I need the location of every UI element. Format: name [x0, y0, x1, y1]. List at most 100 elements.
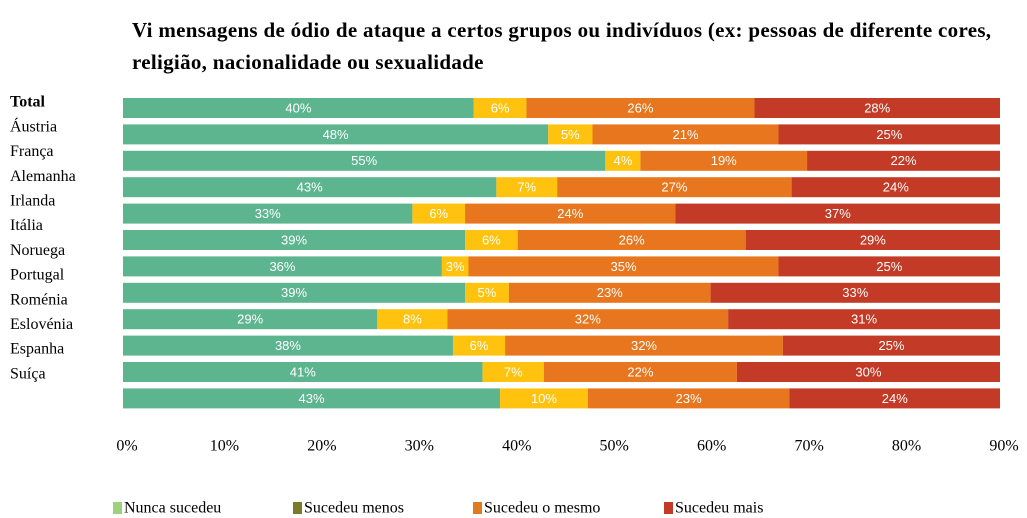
- x-tick-label: 80%: [892, 438, 921, 455]
- value-label: 22%: [627, 364, 653, 379]
- legend-swatch: [473, 502, 482, 514]
- value-label: 7%: [517, 180, 536, 195]
- chart-title: Vi mensagens de ódio de ataque a certos …: [132, 18, 992, 74]
- category-label: Portugal: [10, 267, 65, 284]
- x-tick-label: 90%: [989, 438, 1018, 455]
- value-label: 5%: [561, 127, 580, 142]
- category-label: Áustria: [10, 116, 57, 135]
- value-label: 28%: [864, 100, 890, 115]
- bar-segment: [465, 282, 509, 303]
- value-label: 38%: [275, 338, 301, 353]
- category-label: Eslovénia: [10, 316, 73, 333]
- value-label: 22%: [891, 153, 917, 168]
- bar-segment: [675, 203, 1000, 224]
- value-label: 36%: [269, 259, 295, 274]
- value-label: 10%: [531, 391, 557, 406]
- category-label: Alemanha: [10, 168, 76, 185]
- value-label: 6%: [482, 232, 501, 247]
- bar-segment: [123, 335, 453, 356]
- bar-segment: [452, 335, 506, 356]
- bar-segment: [123, 256, 442, 277]
- x-tick-label: 10%: [210, 438, 239, 455]
- value-label: 29%: [860, 232, 886, 247]
- category-label: Noruega: [10, 242, 65, 259]
- value-label: 33%: [842, 285, 868, 300]
- bar-segment: [123, 124, 549, 145]
- bar-segment: [508, 282, 711, 303]
- value-label: 26%: [627, 100, 653, 115]
- value-label: 25%: [876, 127, 902, 142]
- value-label: 6%: [429, 206, 448, 221]
- bar-segment: [778, 124, 1000, 145]
- bar-segment: [123, 230, 466, 250]
- value-label: 24%: [882, 391, 908, 406]
- category-label: França: [10, 143, 54, 160]
- value-label: 4%: [613, 153, 632, 168]
- bar-segment: [123, 282, 466, 303]
- bar-segment: [123, 309, 378, 330]
- legend-label: Nunca sucedeu: [124, 500, 221, 517]
- bar-segment: [123, 98, 474, 118]
- bar-segment: [557, 177, 792, 198]
- value-label: 24%: [883, 180, 909, 195]
- legend-swatch: [293, 502, 302, 514]
- x-tick-label: 60%: [697, 438, 726, 455]
- legend-label: Sucedeu menos: [304, 500, 404, 517]
- value-label: 37%: [825, 206, 851, 221]
- bar-segment: [517, 230, 746, 250]
- bar-segment: [447, 309, 729, 330]
- value-label: 27%: [661, 180, 687, 195]
- bar-segment: [807, 150, 1000, 171]
- value-label: 48%: [323, 127, 349, 142]
- bar-segment: [482, 362, 544, 382]
- value-label: 7%: [504, 364, 523, 379]
- value-label: 55%: [351, 153, 377, 168]
- x-tick-label: 40%: [502, 438, 531, 455]
- bar-segment: [782, 335, 1000, 356]
- bar-segment: [548, 124, 593, 145]
- bar-segment: [778, 256, 1000, 277]
- legend-swatch: [113, 502, 122, 514]
- bar-segment: [505, 335, 783, 356]
- legend-label: Sucedeu o mesmo: [484, 500, 600, 517]
- value-label: 8%: [403, 312, 422, 327]
- value-label: 29%: [237, 312, 263, 327]
- bar-segment: [123, 177, 497, 198]
- value-label: 41%: [290, 364, 316, 379]
- x-tick-label: 0%: [116, 438, 137, 455]
- bar-segment: [441, 256, 469, 277]
- bar-segment: [123, 203, 413, 224]
- x-tick-label: 20%: [307, 438, 336, 455]
- bar-segment: [123, 150, 606, 171]
- value-label: 32%: [575, 312, 601, 327]
- bar-segment: [640, 150, 808, 171]
- x-tick-label: 70%: [794, 438, 823, 455]
- bar-segment: [473, 98, 527, 118]
- bar-segment: [789, 388, 1000, 409]
- value-label: 39%: [281, 285, 307, 300]
- category-label: Suíça: [10, 365, 46, 382]
- value-label: 40%: [285, 100, 311, 115]
- bar-segment: [123, 388, 501, 409]
- bar-segment: [736, 362, 1000, 382]
- value-label: 30%: [855, 364, 881, 379]
- value-label: 39%: [281, 232, 307, 247]
- value-label: 19%: [711, 153, 737, 168]
- value-label: 35%: [610, 259, 636, 274]
- category-label: Espanha: [10, 341, 64, 358]
- legend-swatch: [664, 502, 673, 514]
- value-label: 32%: [631, 338, 657, 353]
- x-tick-label: 30%: [405, 438, 434, 455]
- bar-segment: [587, 388, 790, 409]
- value-label: 24%: [557, 206, 583, 221]
- bar-segment: [465, 230, 518, 250]
- bar-segment: [543, 362, 737, 382]
- bar-segment: [468, 256, 779, 277]
- legend-label: Sucedeu mais: [675, 500, 763, 517]
- bar-segment: [710, 282, 1000, 303]
- value-label: 3%: [446, 259, 465, 274]
- x-tick-label: 50%: [600, 438, 629, 455]
- category-label: Itália: [10, 217, 43, 234]
